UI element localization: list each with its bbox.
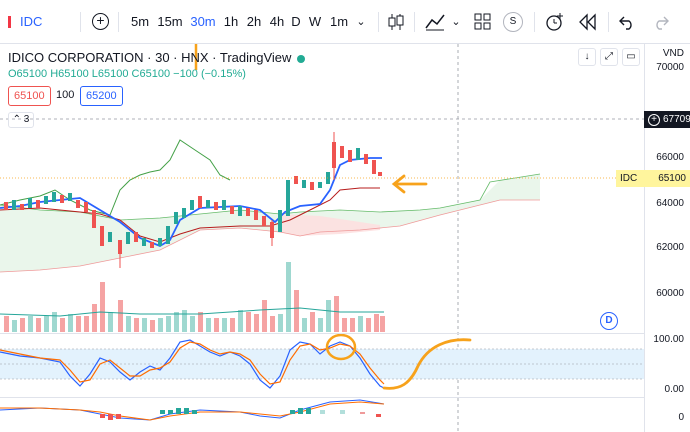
undo-icon[interactable] (618, 13, 636, 31)
symbol-logo-icon (8, 16, 11, 28)
interval-30m[interactable]: 30m (190, 14, 216, 29)
chart-canvas[interactable] (0, 44, 644, 432)
user-annotations[interactable] (183, 44, 472, 390)
macd-histogram (100, 408, 381, 420)
chevron-down-icon[interactable]: ⌄ (356, 16, 366, 28)
candles-icon[interactable] (386, 12, 406, 32)
interval-4h[interactable]: 4h (269, 14, 285, 29)
interval-15m[interactable]: 15m (157, 14, 183, 29)
toolbar-divider (608, 12, 609, 32)
toolbar-divider (118, 12, 119, 32)
price-label: 62000 (656, 242, 684, 253)
osc-label: 100.00 (653, 334, 684, 345)
macd-label: 0 (678, 412, 684, 423)
replay-icon[interactable] (578, 13, 598, 31)
arrow-down-icon[interactable]: ↓ (578, 48, 596, 66)
price-label: 64000 (656, 198, 684, 209)
volume-bars (4, 262, 385, 332)
interval-1h[interactable]: 1h (223, 14, 239, 29)
collapse-indicators-button[interactable]: ⌃ 3 (8, 112, 34, 128)
chevron-up-icon: ⌃ (12, 114, 22, 125)
price-label: 70000 (656, 62, 684, 73)
symbol-badge[interactable]: S (503, 12, 523, 32)
toolbar-divider (378, 12, 379, 32)
layout-grid-icon[interactable] (474, 13, 492, 31)
interval-5m[interactable]: 5m (130, 14, 150, 29)
osc-label: 0.00 (664, 384, 684, 395)
last-price-symbol: IDC (620, 173, 638, 184)
indicator-count: 3 (23, 114, 30, 125)
plus-circle-icon[interactable]: + (648, 114, 660, 126)
toolbar-divider (80, 12, 81, 32)
interval-d[interactable]: D (291, 14, 301, 29)
alert-clock-icon[interactable] (544, 11, 566, 33)
redo-icon[interactable] (652, 13, 670, 31)
price-label: 60000 (656, 288, 684, 299)
crosshair-price-tag: +67709 (644, 111, 690, 128)
maximize-icon[interactable]: ⤢ (600, 48, 618, 66)
interval-w[interactable]: W (308, 14, 322, 29)
compare-plus-icon[interactable]: + (92, 13, 109, 30)
crosshair-price: 67709 (663, 114, 690, 125)
interval-2h[interactable]: 2h (246, 14, 262, 29)
ask-price-button[interactable]: 65200 (80, 86, 123, 106)
chevron-down-icon[interactable]: ⌄ (451, 16, 461, 28)
indicators-icon[interactable] (424, 12, 446, 32)
legend-title-text: IDICO CORPORATION · 30 · HNX · TradingVi… (8, 50, 292, 65)
top-toolbar: IDC + 5m 15m 30m 1h 2h 4h D W 1m ⌄ ⌄ S (0, 0, 690, 44)
dividend-marker[interactable]: D (600, 312, 618, 330)
price-scale[interactable]: VND 70000 66000 64000 62000 60000 100.00… (644, 44, 690, 432)
price-label: 66000 (656, 152, 684, 163)
currency-label[interactable]: VND (662, 48, 684, 59)
bid-price-button[interactable]: 65100 (8, 86, 51, 106)
pane-divider[interactable] (0, 333, 690, 334)
toolbar-divider (534, 12, 535, 32)
ohlc-values: O65100 H65100 L65100 C65100 −100 (−0.15%… (8, 68, 246, 80)
chart-legend-title: IDICO CORPORATION · 30 · HNX · TradingVi… (8, 50, 306, 65)
last-price-tag: IDC 65100 (616, 170, 690, 187)
toolbar-divider (414, 12, 415, 32)
market-status-icon (297, 54, 306, 63)
interval-1m[interactable]: 1m (329, 14, 349, 29)
last-price-value: 65100 (658, 173, 686, 184)
symbol-search-button[interactable]: IDC (20, 14, 43, 29)
window-icon[interactable]: ▭ (622, 48, 640, 66)
pane-divider[interactable] (0, 397, 690, 398)
spread-value: 100 (56, 89, 75, 101)
price-candles (4, 132, 382, 268)
